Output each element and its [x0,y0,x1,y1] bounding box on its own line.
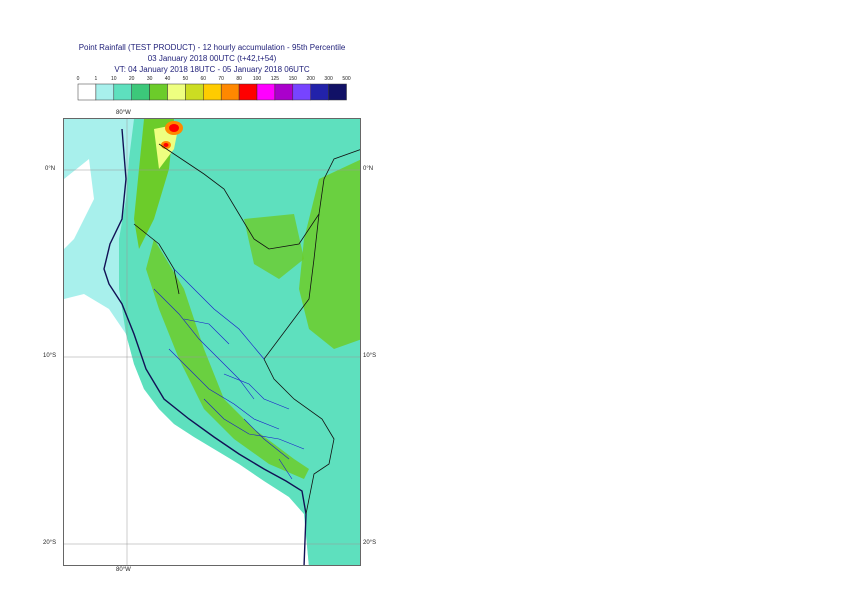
legend-threshold-label: 125 [271,76,280,82]
border-brazil-bolivia [263,213,335,515]
border-ecuador-colombia [158,143,360,250]
title-line-1: Point Rainfall (TEST PRODUCT) - 12 hourl… [78,43,346,52]
lon-label-top: 80°W [116,110,131,116]
rainfall-map [63,118,361,566]
legend-threshold-label: 40 [165,76,171,82]
dry-ocean [64,294,309,565]
lat-label-10-left: 10°S [43,353,57,359]
legend-color-swatch [203,83,222,101]
legend-threshold-label: 500 [342,76,351,82]
legend-threshold-label: 300 [324,76,333,82]
legend-threshold-label: 0 [77,76,80,82]
legend-threshold-label: 80 [236,76,242,82]
lat-label-20-left: 20°S [43,540,57,546]
title-line-3: VT: 04 January 2018 18UTC - 05 January 2… [114,65,310,74]
legend-color-swatch [113,83,132,101]
lon-label-bottom: 80°W [116,567,131,573]
lat-label-10-right: 10°S [363,353,377,359]
legend-threshold-label: 150 [289,76,298,82]
legend-threshold-label: 60 [201,76,207,82]
andes-band [146,239,309,479]
legend-color-swatch [256,83,276,101]
legend-color-swatch [292,83,311,101]
legend-color-swatch [167,83,186,101]
legend-color-swatch [185,83,204,101]
legend-threshold-label: 200 [307,76,316,82]
legend-threshold-label: 100 [253,76,262,82]
legend-color-swatch [274,83,294,101]
legend-color-swatch [238,83,258,101]
coastline [103,128,307,565]
land-rain-area [119,119,360,565]
legend-threshold-label: 10 [111,76,117,82]
regional-borders [153,268,305,480]
lat-label-20-right: 20°S [363,540,377,546]
legend-threshold-label: 70 [218,76,224,82]
legend-threshold-label: 1 [95,76,98,82]
legend-color-swatch [328,83,347,101]
color-legend: 0 1 10 20 30 40 50 60 70 80 100 125 150 200 300 500 [77,76,351,101]
legend-color-swatch [131,83,150,101]
lat-label-0-left: 0°N [45,166,56,172]
title-line-2: 03 January 2018 00UTC (t+42,t+54) [147,54,277,63]
legend-threshold-label: 30 [147,76,153,82]
amazon-band [299,159,360,349]
lat-label-0-right: 0°N [363,166,374,172]
legend-color-swatch [95,83,115,101]
legend-threshold-label: 20 [129,76,135,82]
legend-color-swatch [310,83,329,101]
legend-color-swatch [149,83,168,101]
legend-color-swatch [220,83,240,101]
legend-threshold-label: 50 [183,76,189,82]
legend-color-swatch [77,83,97,101]
